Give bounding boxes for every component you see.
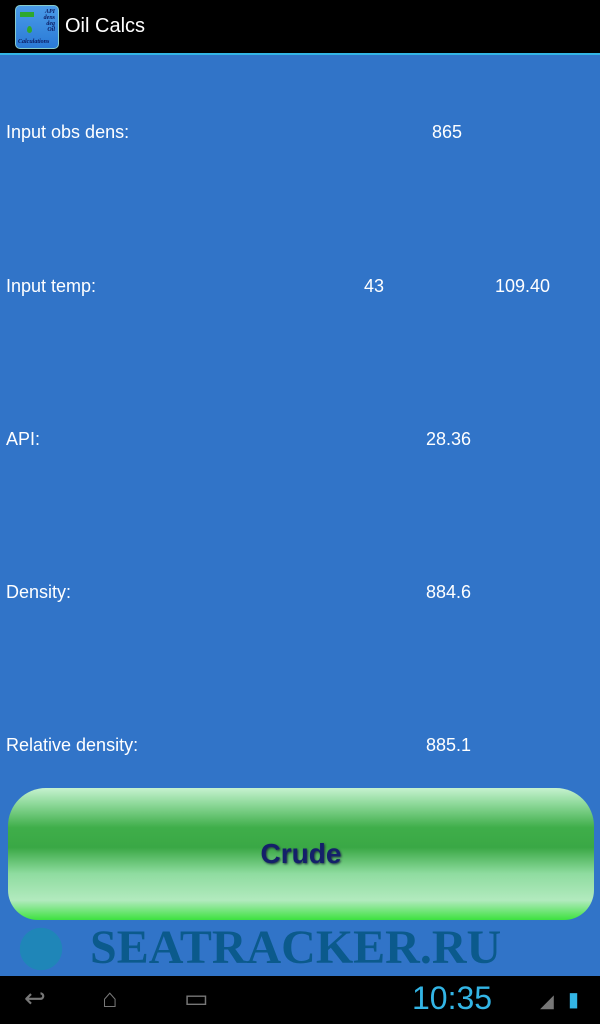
value-input-obs-dens[interactable]: 865 xyxy=(432,122,463,142)
tap-icon xyxy=(20,11,34,17)
drop-icon xyxy=(27,25,32,33)
icon-text: deg xyxy=(46,20,55,27)
row-relative-density: Relative density: 885.1 xyxy=(0,735,600,765)
label: Input obs dens: xyxy=(6,122,130,142)
recent-apps-icon[interactable]: ▭ xyxy=(184,983,209,1013)
app-title: Oil Calcs xyxy=(65,15,146,37)
app-icon[interactable]: API dens deg Oil Calculations xyxy=(15,4,59,49)
row-obs-dens: Input obs dens: 865 xyxy=(0,122,600,152)
signal-icon: ◢ xyxy=(540,991,554,1011)
value-relative-density: 885.1 xyxy=(426,735,472,755)
icon-text: API xyxy=(44,8,55,15)
back-icon[interactable]: ↩ xyxy=(24,983,46,1013)
value-api: 28.36 xyxy=(426,429,472,449)
icon-text: Oil xyxy=(47,26,55,33)
icon-text: dens xyxy=(43,14,55,21)
app-icon-text: API dens deg Oil xyxy=(44,9,55,33)
label: Input temp: xyxy=(6,276,97,296)
value-temp-converted: 109.40 xyxy=(495,276,551,296)
label: Density: xyxy=(6,582,72,602)
crude-button[interactable]: Crude xyxy=(8,788,594,920)
watermark-sun-logo xyxy=(14,922,68,976)
icon-text: Calculations xyxy=(18,38,50,45)
navigation-bar xyxy=(0,976,600,1024)
watermark: SEATRACKER.RU xyxy=(90,921,502,974)
battery-icon: ▮ xyxy=(568,989,580,1011)
label: API: xyxy=(6,429,41,449)
value-input-temp[interactable]: 43 xyxy=(364,276,385,296)
divider xyxy=(0,53,600,55)
home-icon[interactable]: ⌂ xyxy=(102,983,118,1013)
action-bar: API dens deg Oil Calculations Oil Calcs xyxy=(0,0,600,55)
clock: 10:35 xyxy=(412,980,493,1016)
row-density: Density: 884.6 xyxy=(0,582,600,612)
row-temp: Input temp: 43 109.40 xyxy=(0,276,600,306)
value-density: 884.6 xyxy=(426,582,472,602)
label: Relative density: xyxy=(6,735,139,755)
row-api: API: 28.36 xyxy=(0,429,600,459)
